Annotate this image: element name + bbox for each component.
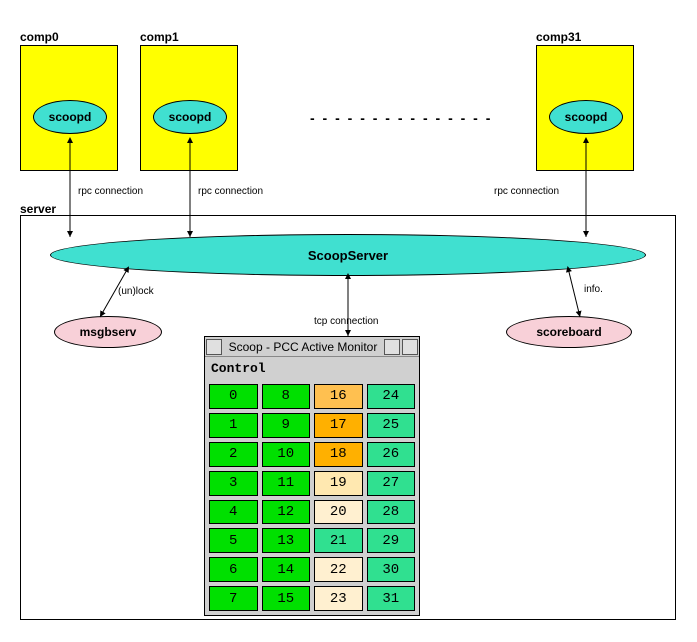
scoopserver-ellipse: ScoopServer	[50, 234, 646, 276]
grid-cell[interactable]: 16	[314, 384, 363, 409]
grid-cell[interactable]: 5	[209, 528, 258, 553]
grid-cell[interactable]: 13	[262, 528, 311, 553]
grid-cell[interactable]: 31	[367, 586, 416, 611]
grid-cell[interactable]: 18	[314, 442, 363, 467]
msgbserv-ellipse: msgbserv	[54, 316, 162, 348]
diagram-canvas: comp0 scoopd comp1 scoopd - - - - - - - …	[20, 20, 677, 622]
grid-cell[interactable]: 6	[209, 557, 258, 582]
rpc-label-1: rpc connection	[198, 186, 263, 197]
comp1-box: scoopd	[140, 45, 238, 171]
grid-cell[interactable]: 23	[314, 586, 363, 611]
grid-cell[interactable]: 17	[314, 413, 363, 438]
monitor-window: Scoop - PCC Active Monitor Control 08162…	[204, 336, 420, 616]
grid-cell[interactable]: 25	[367, 413, 416, 438]
unlock-label: (un)lock	[118, 286, 154, 297]
grid-cell[interactable]: 15	[262, 586, 311, 611]
window-menu-icon[interactable]	[206, 339, 222, 355]
grid-cell[interactable]: 22	[314, 557, 363, 582]
grid-cell[interactable]: 2	[209, 442, 258, 467]
grid-cell[interactable]: 11	[262, 471, 311, 496]
grid-cell[interactable]: 1	[209, 413, 258, 438]
grid-cell[interactable]: 8	[262, 384, 311, 409]
scoreboard-ellipse: scoreboard	[506, 316, 632, 348]
comp0-box: scoopd	[20, 45, 118, 171]
rpc-label-31: rpc connection	[494, 186, 559, 197]
rpc-label-0: rpc connection	[78, 186, 143, 197]
grid-cell[interactable]: 10	[262, 442, 311, 467]
grid-cell[interactable]: 19	[314, 471, 363, 496]
comp31-box: scoopd	[536, 45, 634, 171]
grid-cell[interactable]: 26	[367, 442, 416, 467]
grid-cell[interactable]: 4	[209, 500, 258, 525]
tcp-label: tcp connection	[314, 316, 379, 327]
comp0-label: comp0	[20, 30, 59, 44]
ellipsis-dots: - - - - - - - - - - - - - - -	[310, 110, 492, 126]
scoopd-ellipse: scoopd	[549, 100, 623, 134]
control-label: Control	[205, 357, 419, 380]
window-min-icon[interactable]	[384, 339, 400, 355]
scoopd-ellipse: scoopd	[33, 100, 107, 134]
grid-cell[interactable]: 29	[367, 528, 416, 553]
grid-cell[interactable]: 21	[314, 528, 363, 553]
grid-cell[interactable]: 27	[367, 471, 416, 496]
scoopd-ellipse: scoopd	[153, 100, 227, 134]
grid-cell[interactable]: 14	[262, 557, 311, 582]
grid-cell[interactable]: 24	[367, 384, 416, 409]
monitor-grid: 0816241917252101826311192741220285132129…	[205, 380, 419, 615]
window-max-icon[interactable]	[402, 339, 418, 355]
grid-cell[interactable]: 28	[367, 500, 416, 525]
info-label: info.	[584, 284, 603, 295]
server-label: server	[20, 202, 56, 216]
grid-cell[interactable]: 0	[209, 384, 258, 409]
grid-cell[interactable]: 3	[209, 471, 258, 496]
grid-cell[interactable]: 7	[209, 586, 258, 611]
grid-cell[interactable]: 9	[262, 413, 311, 438]
monitor-title: Scoop - PCC Active Monitor	[223, 340, 383, 354]
grid-cell[interactable]: 30	[367, 557, 416, 582]
grid-cell[interactable]: 12	[262, 500, 311, 525]
grid-cell[interactable]: 20	[314, 500, 363, 525]
monitor-titlebar: Scoop - PCC Active Monitor	[205, 337, 419, 357]
comp1-label: comp1	[140, 30, 179, 44]
comp31-label: comp31	[536, 30, 581, 44]
